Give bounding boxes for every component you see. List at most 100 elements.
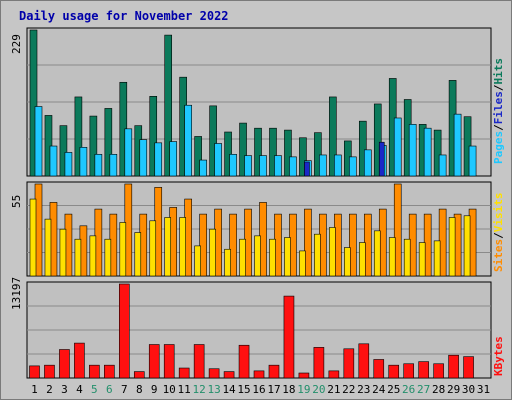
bar-files-4 [79,147,88,177]
bar-sites-6 [104,238,112,277]
bar-kbytes-29 [448,354,459,379]
bar-files-18 [289,156,297,177]
bar-files-12 [199,159,207,177]
bar-hits-10 [164,34,173,177]
x-tick-label-4: 4 [76,383,83,396]
bar-files-7 [124,128,133,177]
bar-sites-9 [149,220,157,277]
bar-sites-14 [224,248,231,277]
bar-kbytes-9 [148,344,160,379]
bar-files-30 [468,145,477,177]
bar-hits-14 [224,131,232,177]
legend-entry: Pages [492,131,505,164]
x-tick-label-20: 20 [312,383,325,396]
bar-sites-20 [314,233,321,277]
bar-files-3 [64,152,73,177]
legend-entry: Hits [492,58,505,85]
bar-files-23 [363,149,372,177]
bar-sites-27 [418,242,426,277]
bar-hits-23 [358,120,367,177]
panel-kbytes: 13197 KBytes [10,277,505,379]
bar-kbytes-22 [343,348,355,379]
legend-kbytes: KBytes [492,336,505,376]
x-tick-label-1: 1 [31,383,38,396]
bar-hits-20 [314,132,322,177]
bar-kbytes-5 [89,364,100,379]
bar-sites-19 [299,250,306,277]
bar-sites-29 [448,217,456,277]
x-tick-label-25: 25 [387,383,400,396]
x-tick-label-30: 30 [462,383,475,396]
bar-files-29 [453,113,462,177]
bar-sites-5 [89,235,97,277]
bar-sites-26 [403,238,411,277]
bar-files-11 [184,104,192,177]
x-tick-label-3: 3 [61,383,68,396]
bar-hits-12 [194,136,202,177]
legend-entry: Sites [492,239,505,272]
bar-kbytes-12 [193,344,205,379]
bar-sites-3 [59,228,67,277]
x-tick-label-15: 15 [237,383,250,396]
bar-sites-18 [284,237,291,277]
bar-sites-12 [194,245,201,277]
bar-sites-2 [44,218,52,277]
bar-kbytes-6 [104,364,115,379]
bar-hits-3 [59,125,68,177]
bar-visits-25 [393,183,402,277]
bar-sites-23 [358,242,366,277]
bar-sites-25 [388,237,396,277]
bar-sites-17 [269,238,276,277]
bar-kbytes-19 [298,372,310,379]
bar-kbytes-7 [119,283,130,379]
panel-visits-sites: 55 Sites/Visits [10,181,505,277]
bar-sites-21 [329,227,336,277]
legend-entry: / [492,84,505,91]
x-tick-label-31: 31 [477,383,490,396]
bar-kbytes-27 [418,361,429,379]
bar-kbytes-15 [238,344,250,379]
y-tick-label: 13197 [10,277,23,310]
x-tick-label-7: 7 [121,383,128,396]
x-tick-label-11: 11 [178,383,191,396]
x-tick-label-23: 23 [357,383,370,396]
bar-files-25 [393,117,402,177]
bar-sites-10 [164,217,172,277]
bar-hits-16 [254,127,262,177]
legend-hits-files-pages: Pages/Files/Hits [492,58,505,164]
bar-files-17 [274,155,282,177]
bar-kbytes-28 [433,363,444,379]
x-tick-label-13: 13 [207,383,220,396]
bar-kbytes-4 [74,342,85,379]
x-tick-label-26: 26 [402,383,415,396]
bar-sites-11 [179,217,186,277]
bar-files-26 [408,124,417,177]
bar-files-10 [169,141,178,177]
bar-kbytes-16 [253,370,265,379]
bar-sites-22 [344,247,351,277]
bar-kbytes-11 [178,367,190,379]
bar-kbytes-1 [29,365,40,379]
x-tick-label-21: 21 [327,383,340,396]
x-tick-label-24: 24 [372,383,386,396]
bar-files-16 [259,155,267,177]
chart-title: Daily usage for November 2022 [19,9,229,23]
bar-sites-1 [29,198,37,277]
bar-files-14 [229,154,237,177]
bar-kbytes-18 [283,295,295,379]
bar-files-5 [94,154,103,177]
bar-kbytes-10 [163,344,175,379]
bar-kbytes-30 [463,356,474,379]
bar-files-8 [139,139,148,177]
bar-kbytes-24 [373,359,385,379]
bar-hits-6 [104,108,113,177]
bar-hits-4 [74,96,83,177]
legend-entry: Files [492,91,505,124]
x-tick-label-5: 5 [91,383,98,396]
legend-entry: Visits [492,193,505,233]
x-tick-label-28: 28 [432,383,445,396]
x-tick-label-17: 17 [267,383,280,396]
y-tick-label: 229 [10,34,23,54]
